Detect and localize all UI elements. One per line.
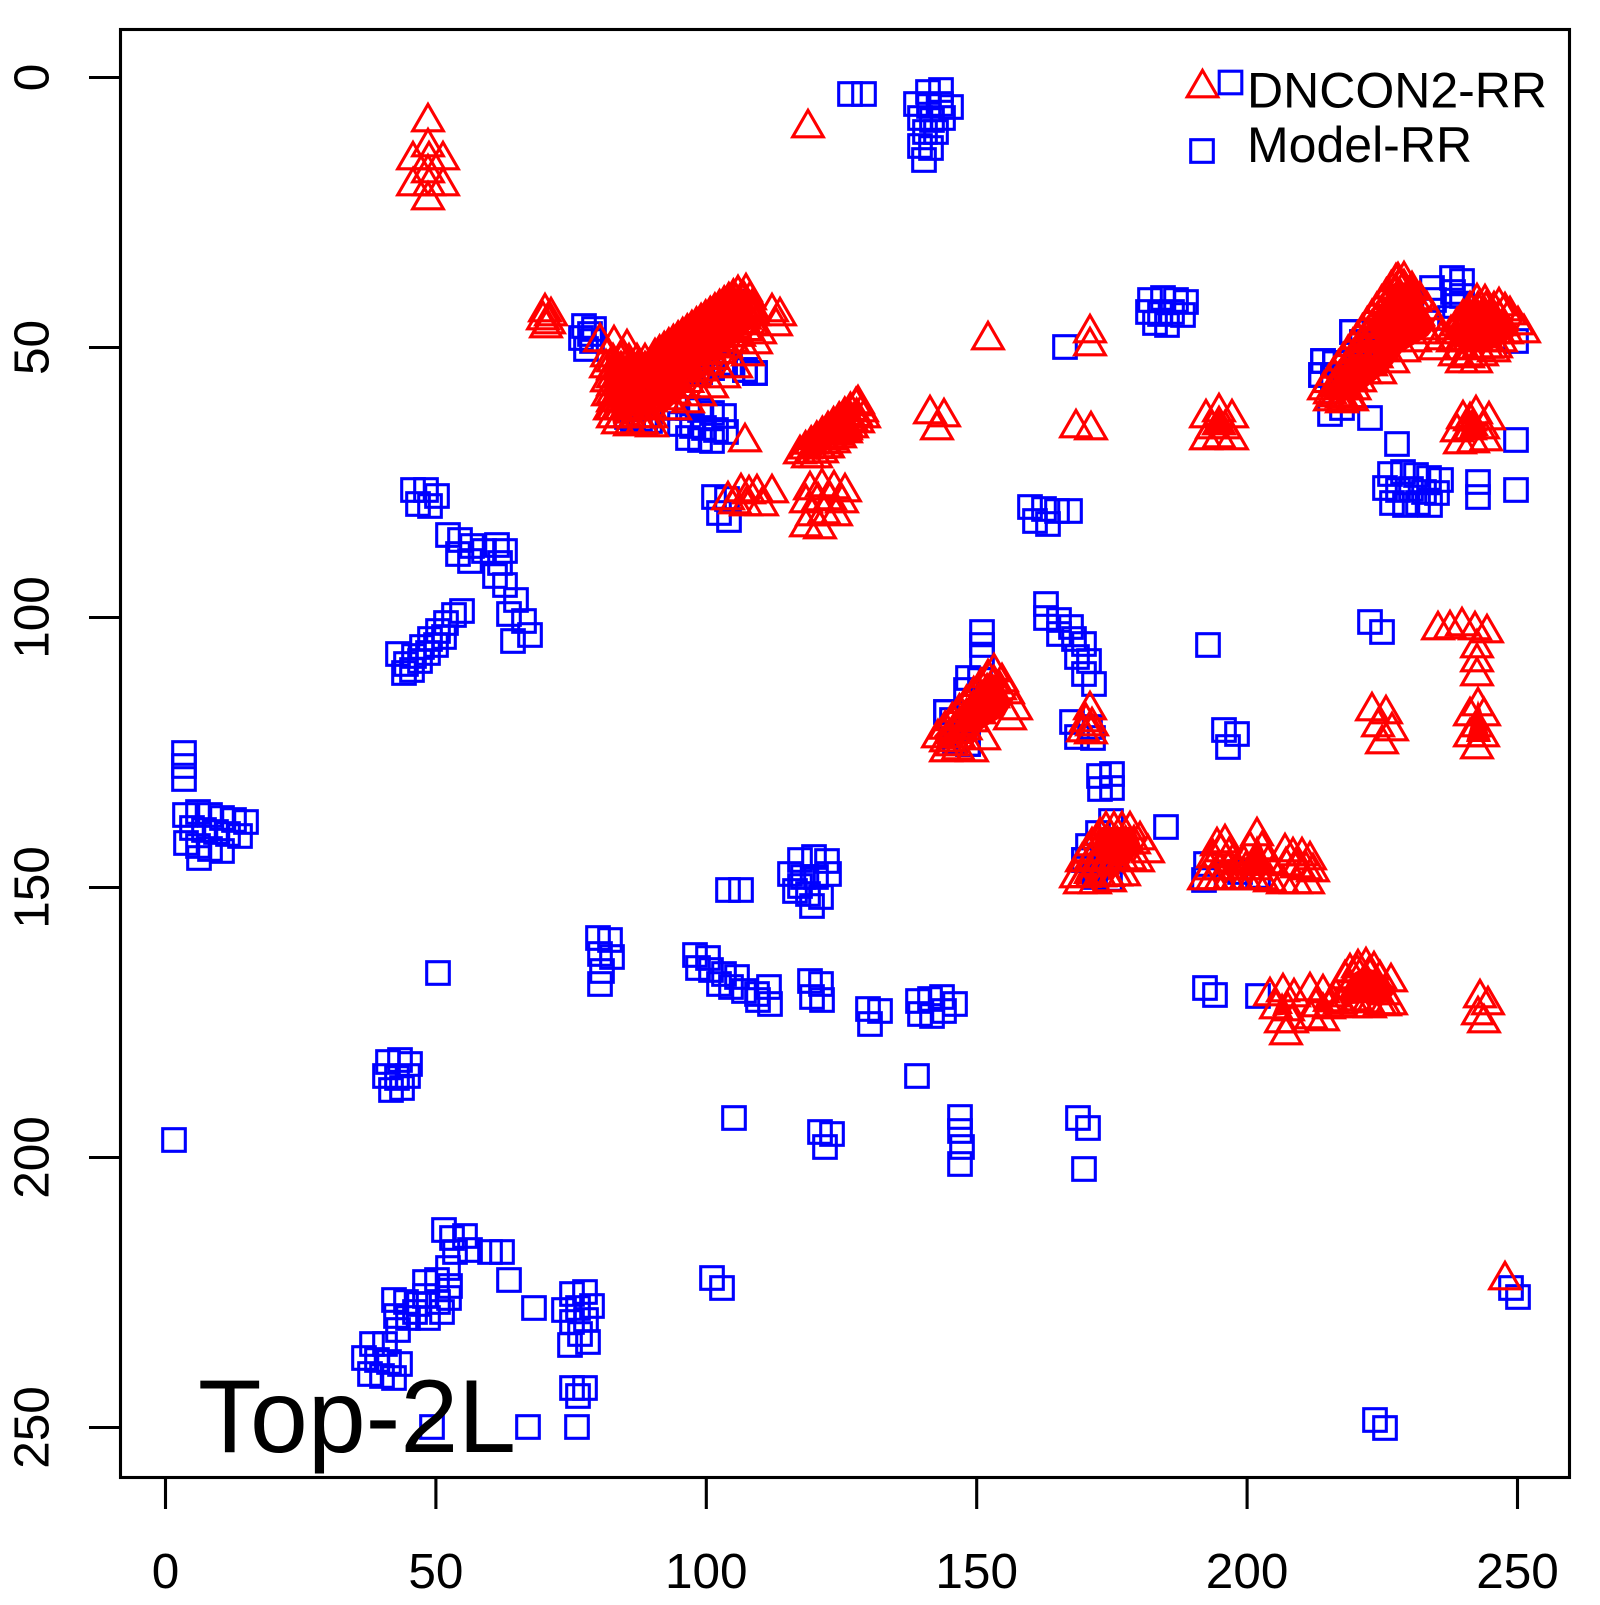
svg-text:0: 0 bbox=[152, 1544, 180, 1599]
svg-text:50: 50 bbox=[5, 320, 60, 375]
svg-text:150: 150 bbox=[935, 1544, 1018, 1599]
svg-text:200: 200 bbox=[1206, 1544, 1289, 1599]
svg-text:0: 0 bbox=[5, 64, 60, 92]
svg-text:200: 200 bbox=[5, 1116, 60, 1199]
svg-text:50: 50 bbox=[408, 1544, 463, 1599]
svg-text:Top-2L: Top-2L bbox=[198, 1359, 516, 1475]
svg-text:100: 100 bbox=[665, 1544, 748, 1599]
svg-text:DNCON2-RR: DNCON2-RR bbox=[1247, 63, 1547, 119]
svg-text:250: 250 bbox=[5, 1386, 60, 1469]
svg-text:150: 150 bbox=[5, 846, 60, 929]
svg-text:Model-RR: Model-RR bbox=[1247, 117, 1472, 173]
svg-text:250: 250 bbox=[1476, 1544, 1559, 1599]
svg-text:100: 100 bbox=[5, 576, 60, 659]
